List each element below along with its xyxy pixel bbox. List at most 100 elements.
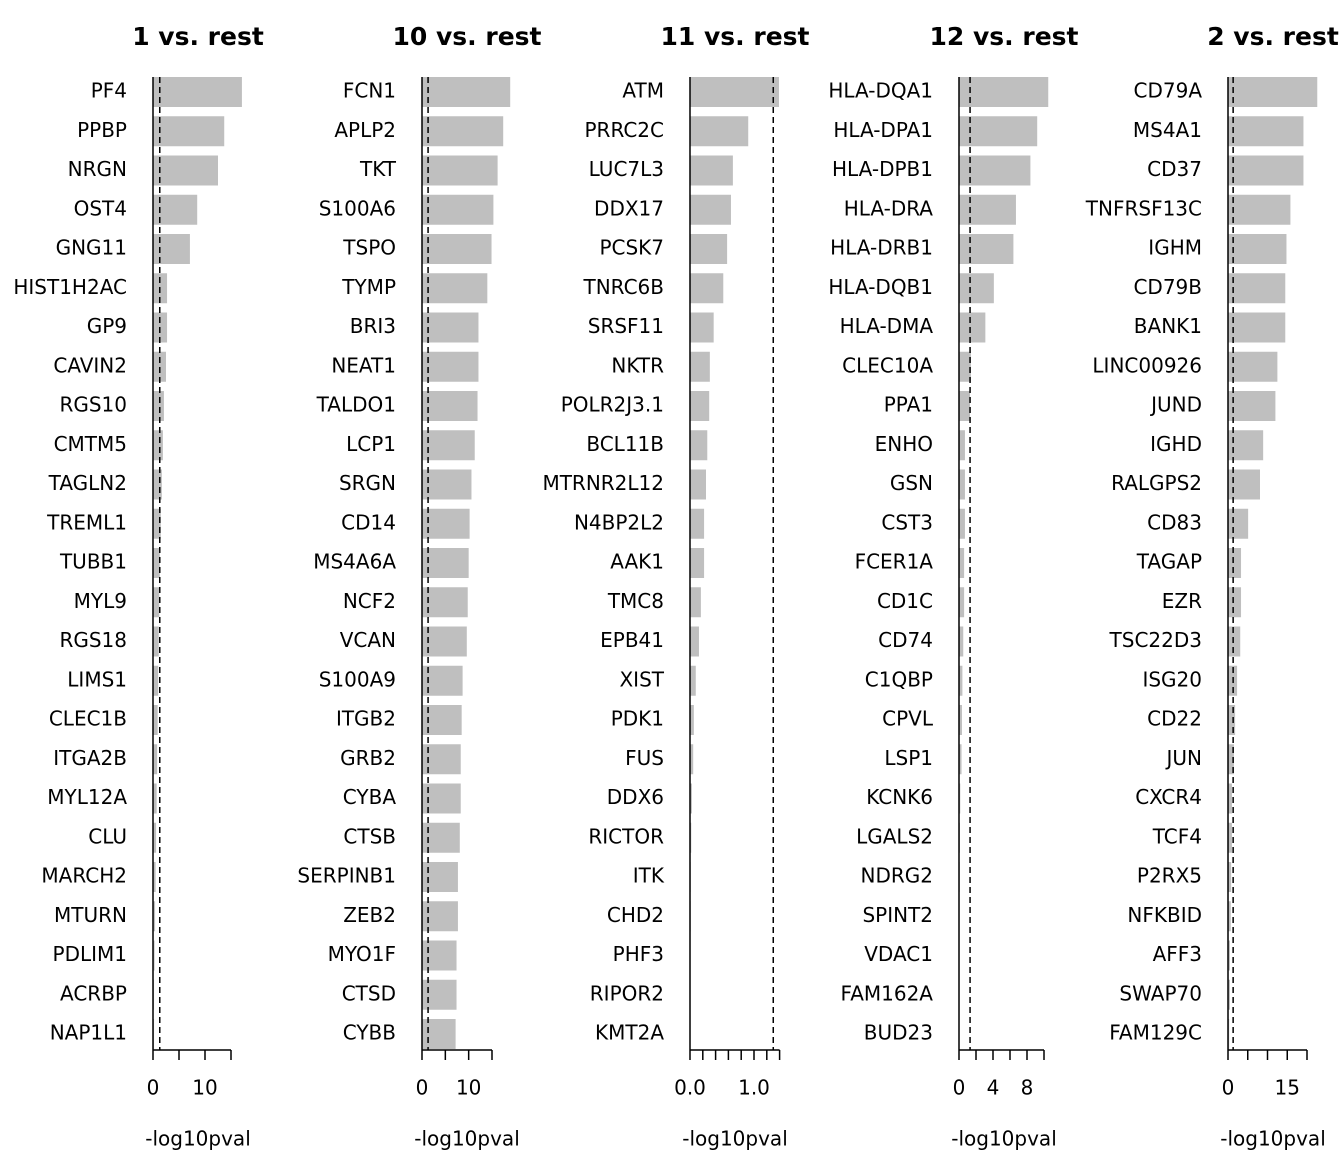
y-tick-label: HLA-DRA xyxy=(844,196,934,220)
bar xyxy=(959,116,1038,147)
bar xyxy=(153,705,158,735)
y-tick-label: PDLIM1 xyxy=(53,942,127,966)
y-tick-label: CD1C xyxy=(877,589,933,613)
y-tick-label: HLA-DQA1 xyxy=(828,79,933,103)
y-tick-label: MYL9 xyxy=(74,589,127,613)
bar xyxy=(153,587,160,618)
bar xyxy=(1228,979,1230,1010)
bar xyxy=(1228,116,1304,147)
bar xyxy=(1228,744,1234,775)
bar xyxy=(959,469,965,500)
y-tick-label: TNRC6B xyxy=(583,275,665,299)
bar xyxy=(1228,626,1241,657)
y-tick-label: RICTOR xyxy=(588,824,664,848)
y-tick-label: NFKBID xyxy=(1127,903,1202,927)
bar xyxy=(959,665,963,696)
panel-title: 2 vs. rest xyxy=(1207,22,1339,51)
y-tick-label: CPVL xyxy=(882,707,934,731)
bar xyxy=(690,77,779,107)
bar xyxy=(959,351,971,382)
bar xyxy=(422,391,478,421)
x-tick-label: 0.0 xyxy=(674,1076,706,1100)
y-tick-label: TCF4 xyxy=(1152,824,1202,848)
bar xyxy=(690,469,706,500)
bar xyxy=(959,548,965,578)
y-tick-label: SPINT2 xyxy=(862,903,933,927)
bar xyxy=(690,273,724,304)
bar xyxy=(1228,901,1231,932)
y-tick-label: VDAC1 xyxy=(864,942,933,966)
bar xyxy=(422,351,479,382)
bar xyxy=(422,940,457,971)
y-tick-label: POLR2J3.1 xyxy=(561,393,664,417)
bar xyxy=(690,351,710,382)
y-tick-label: SRGN xyxy=(339,471,396,495)
bar xyxy=(153,548,160,578)
y-tick-label: CLEC1B xyxy=(49,707,127,731)
y-tick-label: PF4 xyxy=(91,79,127,103)
y-tick-label: GSN xyxy=(890,471,933,495)
y-tick-label: TUBB1 xyxy=(59,550,127,574)
bar xyxy=(959,705,962,735)
bar xyxy=(153,508,161,539)
y-tick-label: KMT2A xyxy=(595,1021,664,1045)
bar xyxy=(422,1019,456,1049)
y-tick-label: HLA-DMA xyxy=(840,314,934,338)
bar xyxy=(690,587,701,618)
panel: 10 vs. rest FCN1 APLP2 TKT S100A6 TSPO TYMP BRI… xyxy=(297,22,541,1151)
bar xyxy=(422,194,494,225)
y-tick-label: PDK1 xyxy=(611,707,664,731)
y-tick-label: XIST xyxy=(619,667,664,691)
y-tick-label: FCN1 xyxy=(343,79,396,103)
y-tick-label: BCL11B xyxy=(586,432,664,456)
bar xyxy=(422,155,498,186)
y-tick-label: VCAN xyxy=(340,628,396,652)
y-tick-label: BRI3 xyxy=(350,314,396,338)
y-tick-label: CD14 xyxy=(341,510,396,534)
y-tick-label: TSPO xyxy=(342,236,396,260)
panel-title: 10 vs. rest xyxy=(393,22,542,51)
y-tick-label: DDX6 xyxy=(607,785,664,809)
y-tick-label: CST3 xyxy=(881,510,933,534)
y-tick-label: PPBP xyxy=(77,118,127,142)
x-axis-label: -log10pval xyxy=(145,1127,251,1151)
bar xyxy=(422,312,479,343)
x-axis-label: -log10pval xyxy=(682,1127,788,1151)
y-tick-label: GP9 xyxy=(87,314,127,338)
y-tick-label: TYMP xyxy=(341,275,396,299)
y-tick-label: PHF3 xyxy=(613,942,664,966)
bar xyxy=(153,862,156,892)
y-tick-label: MS4A6A xyxy=(313,550,396,574)
y-tick-label: IGHM xyxy=(1148,236,1202,260)
bar xyxy=(1228,155,1304,186)
y-tick-label: EZR xyxy=(1162,589,1202,613)
y-tick-label: CTSD xyxy=(342,981,396,1005)
bar xyxy=(1228,705,1236,735)
x-tick-label: 1.0 xyxy=(738,1076,770,1100)
bar xyxy=(1228,822,1232,853)
y-tick-label: CTSB xyxy=(343,824,396,848)
bar xyxy=(153,351,166,382)
y-tick-label: PCSK7 xyxy=(599,236,664,260)
bar xyxy=(959,391,971,421)
y-tick-label: ZEB2 xyxy=(343,903,396,927)
bar xyxy=(153,665,159,696)
bar xyxy=(959,312,986,343)
bar xyxy=(422,979,457,1010)
y-tick-label: NCF2 xyxy=(343,589,396,613)
bar xyxy=(1228,273,1286,304)
y-tick-label: TALDO1 xyxy=(316,393,396,417)
bar xyxy=(959,430,965,461)
y-tick-label: CD79B xyxy=(1133,275,1202,299)
y-tick-label: HLA-DRB1 xyxy=(830,236,933,260)
bar xyxy=(1228,194,1291,225)
y-tick-label: AFF3 xyxy=(1153,942,1202,966)
panel: 2 vs. rest CD79A MS4A1 CD37 TNFRSF13C IGHM CD7… xyxy=(1085,22,1339,1151)
y-tick-label: HIST1H2AC xyxy=(13,275,127,299)
bar xyxy=(153,940,155,971)
bar xyxy=(1228,548,1242,578)
bar xyxy=(690,430,708,461)
panel: 12 vs. rest HLA-DQA1 HLA-DPA1 HLA-DPB1 HLA-D… xyxy=(828,22,1078,1151)
y-tick-label: CLU xyxy=(88,824,127,848)
